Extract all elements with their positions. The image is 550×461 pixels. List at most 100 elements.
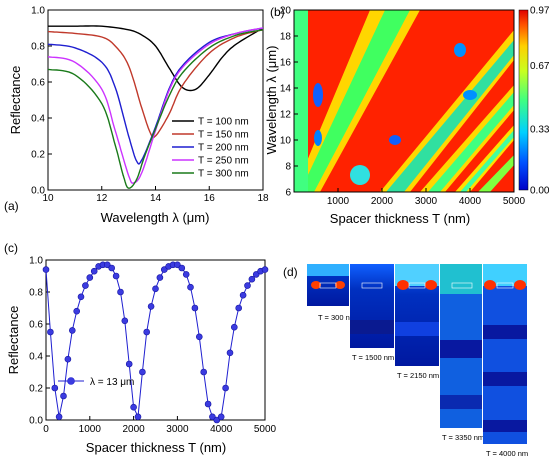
- panel-a-lines: [48, 25, 263, 189]
- panel-c-legend: λ = 13 μm: [58, 377, 134, 388]
- heatmap-band: [386, 40, 514, 192]
- y-tick-label: 0.0: [31, 186, 45, 197]
- data-point: [117, 288, 124, 296]
- series-line: [48, 25, 263, 92]
- field-map-band: [395, 322, 439, 336]
- data-point: [244, 282, 251, 289]
- heatmap-feature: [350, 165, 370, 185]
- y-tick-label: 1.0: [31, 6, 45, 17]
- caption-4000nm: T = 4000 nm: [486, 449, 528, 458]
- panel-a-legend: T = 100 nm T = 150 nm T = 200 nm T = 250 nm…: [172, 117, 249, 180]
- x-tick-label: 3000: [415, 196, 438, 207]
- y-tick-label: 6: [285, 188, 291, 199]
- caption-1500nm: T = 1500 nm: [352, 353, 394, 362]
- colorbar: [518, 9, 529, 191]
- field-map-4000nm: T = 4000 nm: [483, 264, 528, 458]
- caption-300nm: T = 300 nm: [318, 313, 356, 322]
- x-tick-label: 2000: [122, 424, 145, 435]
- data-point: [231, 323, 238, 331]
- data-point: [178, 264, 186, 272]
- data-point: [64, 355, 72, 363]
- data-point: [191, 304, 199, 312]
- y-tick-label: 14: [280, 84, 292, 95]
- data-point: [147, 303, 155, 310]
- data-point: [130, 403, 137, 411]
- colorbar-ticks: 0.97 0.67 0.33 0.00: [530, 6, 550, 197]
- data-point: [182, 271, 190, 278]
- data-point: [174, 261, 181, 269]
- antenna-outline: [496, 282, 514, 289]
- y-tick-label: 0.6: [29, 320, 43, 331]
- field-map-band: [483, 372, 527, 386]
- series-line: [48, 27, 263, 184]
- panel-b-xlabel: Spacer thickness T (nm): [330, 211, 470, 226]
- panel-b-ticks: 1000 2000 3000 4000 5000 6 8 10 12 14 16 18 20: [280, 6, 526, 208]
- y-tick-label: 0.2: [29, 384, 43, 395]
- colorbar-tick-label: 0.97: [530, 6, 550, 17]
- field-map-body: [483, 264, 527, 444]
- data-point: [125, 360, 133, 368]
- y-tick-label: 0.4: [29, 352, 43, 363]
- field-map-top: [307, 264, 349, 276]
- field-map-band: [350, 320, 394, 334]
- colorbar-tick-label: 0.00: [530, 186, 550, 197]
- panel-b: (b) 1000 2000 3000 4000 5000 6 8 10 12 14 16 18 20: [264, 5, 550, 226]
- panel-c-xlabel: Spacer thickness T (nm): [86, 440, 226, 455]
- field-map-band: [483, 420, 527, 432]
- panel-d-label: (d): [283, 265, 298, 279]
- legend-label: T = 300 nm: [198, 169, 249, 180]
- data-point: [217, 413, 225, 421]
- field-map-3350nm: T = 3350 nm: [440, 264, 484, 442]
- panel-a-ylabel: Reflectance: [8, 66, 23, 135]
- data-point: [134, 413, 142, 421]
- panel-c: (c) 0 1000 2000 3000 4000 5000 0.0 0.2 0.4 0.6 0.8…: [4, 241, 277, 455]
- panel-a-ticks: 10 12 14 16 18 0.0 0.2 0.4 0.6 0.8 1.0: [31, 6, 269, 205]
- data-point: [187, 283, 194, 291]
- series-line: [48, 27, 263, 165]
- hotspot: [397, 280, 409, 290]
- panel-b-label: (b): [270, 5, 285, 19]
- y-tick-label: 18: [280, 32, 292, 43]
- heatmap-band: [420, 85, 514, 192]
- antenna-outline: [361, 282, 383, 289]
- data-point: [213, 416, 221, 424]
- heatmap-feature: [454, 43, 466, 57]
- x-tick-label: 18: [257, 193, 269, 204]
- field-map-1500nm: T = 1500 nm: [350, 264, 394, 362]
- x-tick-label: 0: [43, 424, 49, 435]
- y-tick-label: 16: [280, 58, 292, 69]
- panel-c-frame: [45, 259, 266, 421]
- hotspot: [484, 280, 496, 290]
- y-tick-label: 20: [280, 6, 292, 17]
- heatmap-band: [294, 10, 308, 192]
- data-point: [60, 392, 67, 400]
- field-map-band: [440, 340, 482, 358]
- panel-c-series: [42, 261, 269, 424]
- x-tick-label: 4000: [459, 196, 482, 207]
- y-tick-label: 0.8: [31, 42, 45, 53]
- y-tick-label: 10: [280, 136, 292, 147]
- data-point: [209, 413, 216, 421]
- data-point: [143, 328, 150, 336]
- panel-a-label: (a): [4, 199, 19, 213]
- heatmap-band: [380, 30, 514, 192]
- data-point: [200, 368, 207, 376]
- data-point: [152, 285, 159, 293]
- antenna-outline: [408, 282, 426, 289]
- y-tick-label: 0.8: [29, 288, 43, 299]
- x-tick-label: 1000: [79, 424, 102, 435]
- field-map-body: [350, 264, 394, 348]
- panel-c-label: (c): [4, 241, 18, 255]
- data-point: [51, 384, 59, 392]
- x-tick-label: 5000: [254, 424, 277, 435]
- heatmap-band: [300, 10, 410, 192]
- data-point: [121, 317, 129, 325]
- data-point: [55, 413, 63, 421]
- heatmap-feature: [314, 130, 322, 146]
- y-tick-label: 0.2: [31, 150, 45, 161]
- x-tick-label: 12: [96, 193, 108, 204]
- data-point: [82, 282, 89, 289]
- heatmap-band: [455, 125, 514, 192]
- panel-a-xlabel: Wavelength λ (μm): [101, 210, 210, 225]
